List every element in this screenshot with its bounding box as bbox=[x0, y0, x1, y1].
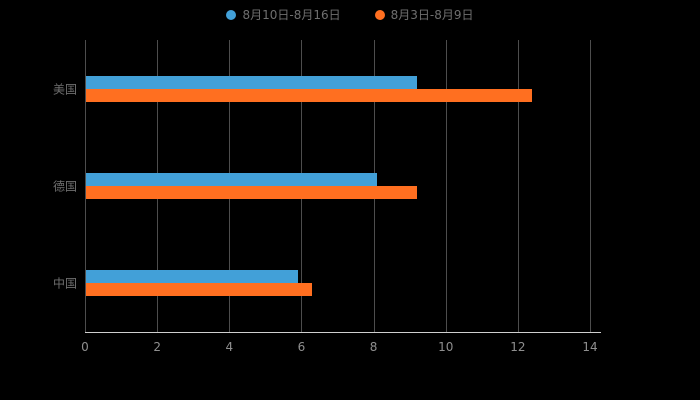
x-tick-label: 6 bbox=[297, 340, 306, 354]
bar-series0-0[interactable] bbox=[86, 75, 417, 89]
category-label: 中国 bbox=[52, 276, 77, 291]
x-tick-label: 10 bbox=[438, 340, 454, 354]
legend-label: 8月10日-8月16日 bbox=[242, 8, 341, 22]
legend-item-1[interactable]: 8月3日-8月9日 bbox=[374, 6, 474, 23]
x-axis-line bbox=[85, 332, 601, 333]
chart-legend: 8月10日-8月16日 8月3日-8月9日 bbox=[0, 6, 700, 23]
x-tick-label: 0 bbox=[81, 340, 89, 354]
gridline bbox=[517, 40, 519, 332]
legend-marker-icon bbox=[374, 9, 385, 20]
bar-series0-2[interactable] bbox=[86, 270, 298, 284]
x-tick-label: 14 bbox=[582, 340, 598, 354]
gridline bbox=[590, 40, 591, 332]
legend-item-0[interactable]: 8月10日-8月16日 bbox=[226, 6, 341, 23]
gridline bbox=[85, 40, 86, 332]
x-tick-label: 8 bbox=[369, 340, 378, 354]
category-label: 德国 bbox=[52, 179, 77, 194]
bar-series1-2[interactable] bbox=[86, 283, 313, 297]
gridline bbox=[445, 40, 447, 332]
legend-label: 8月3日-8月9日 bbox=[390, 8, 474, 22]
bar-series0-1[interactable] bbox=[86, 173, 378, 186]
legend-marker-icon bbox=[226, 9, 237, 20]
x-tick-label: 12 bbox=[510, 340, 526, 354]
x-tick-label: 4 bbox=[225, 340, 234, 354]
bar-series1-0[interactable] bbox=[86, 88, 533, 102]
x-tick-label: 2 bbox=[153, 340, 161, 354]
bar-series1-1[interactable] bbox=[86, 186, 417, 199]
category-label: 美国 bbox=[52, 82, 77, 97]
